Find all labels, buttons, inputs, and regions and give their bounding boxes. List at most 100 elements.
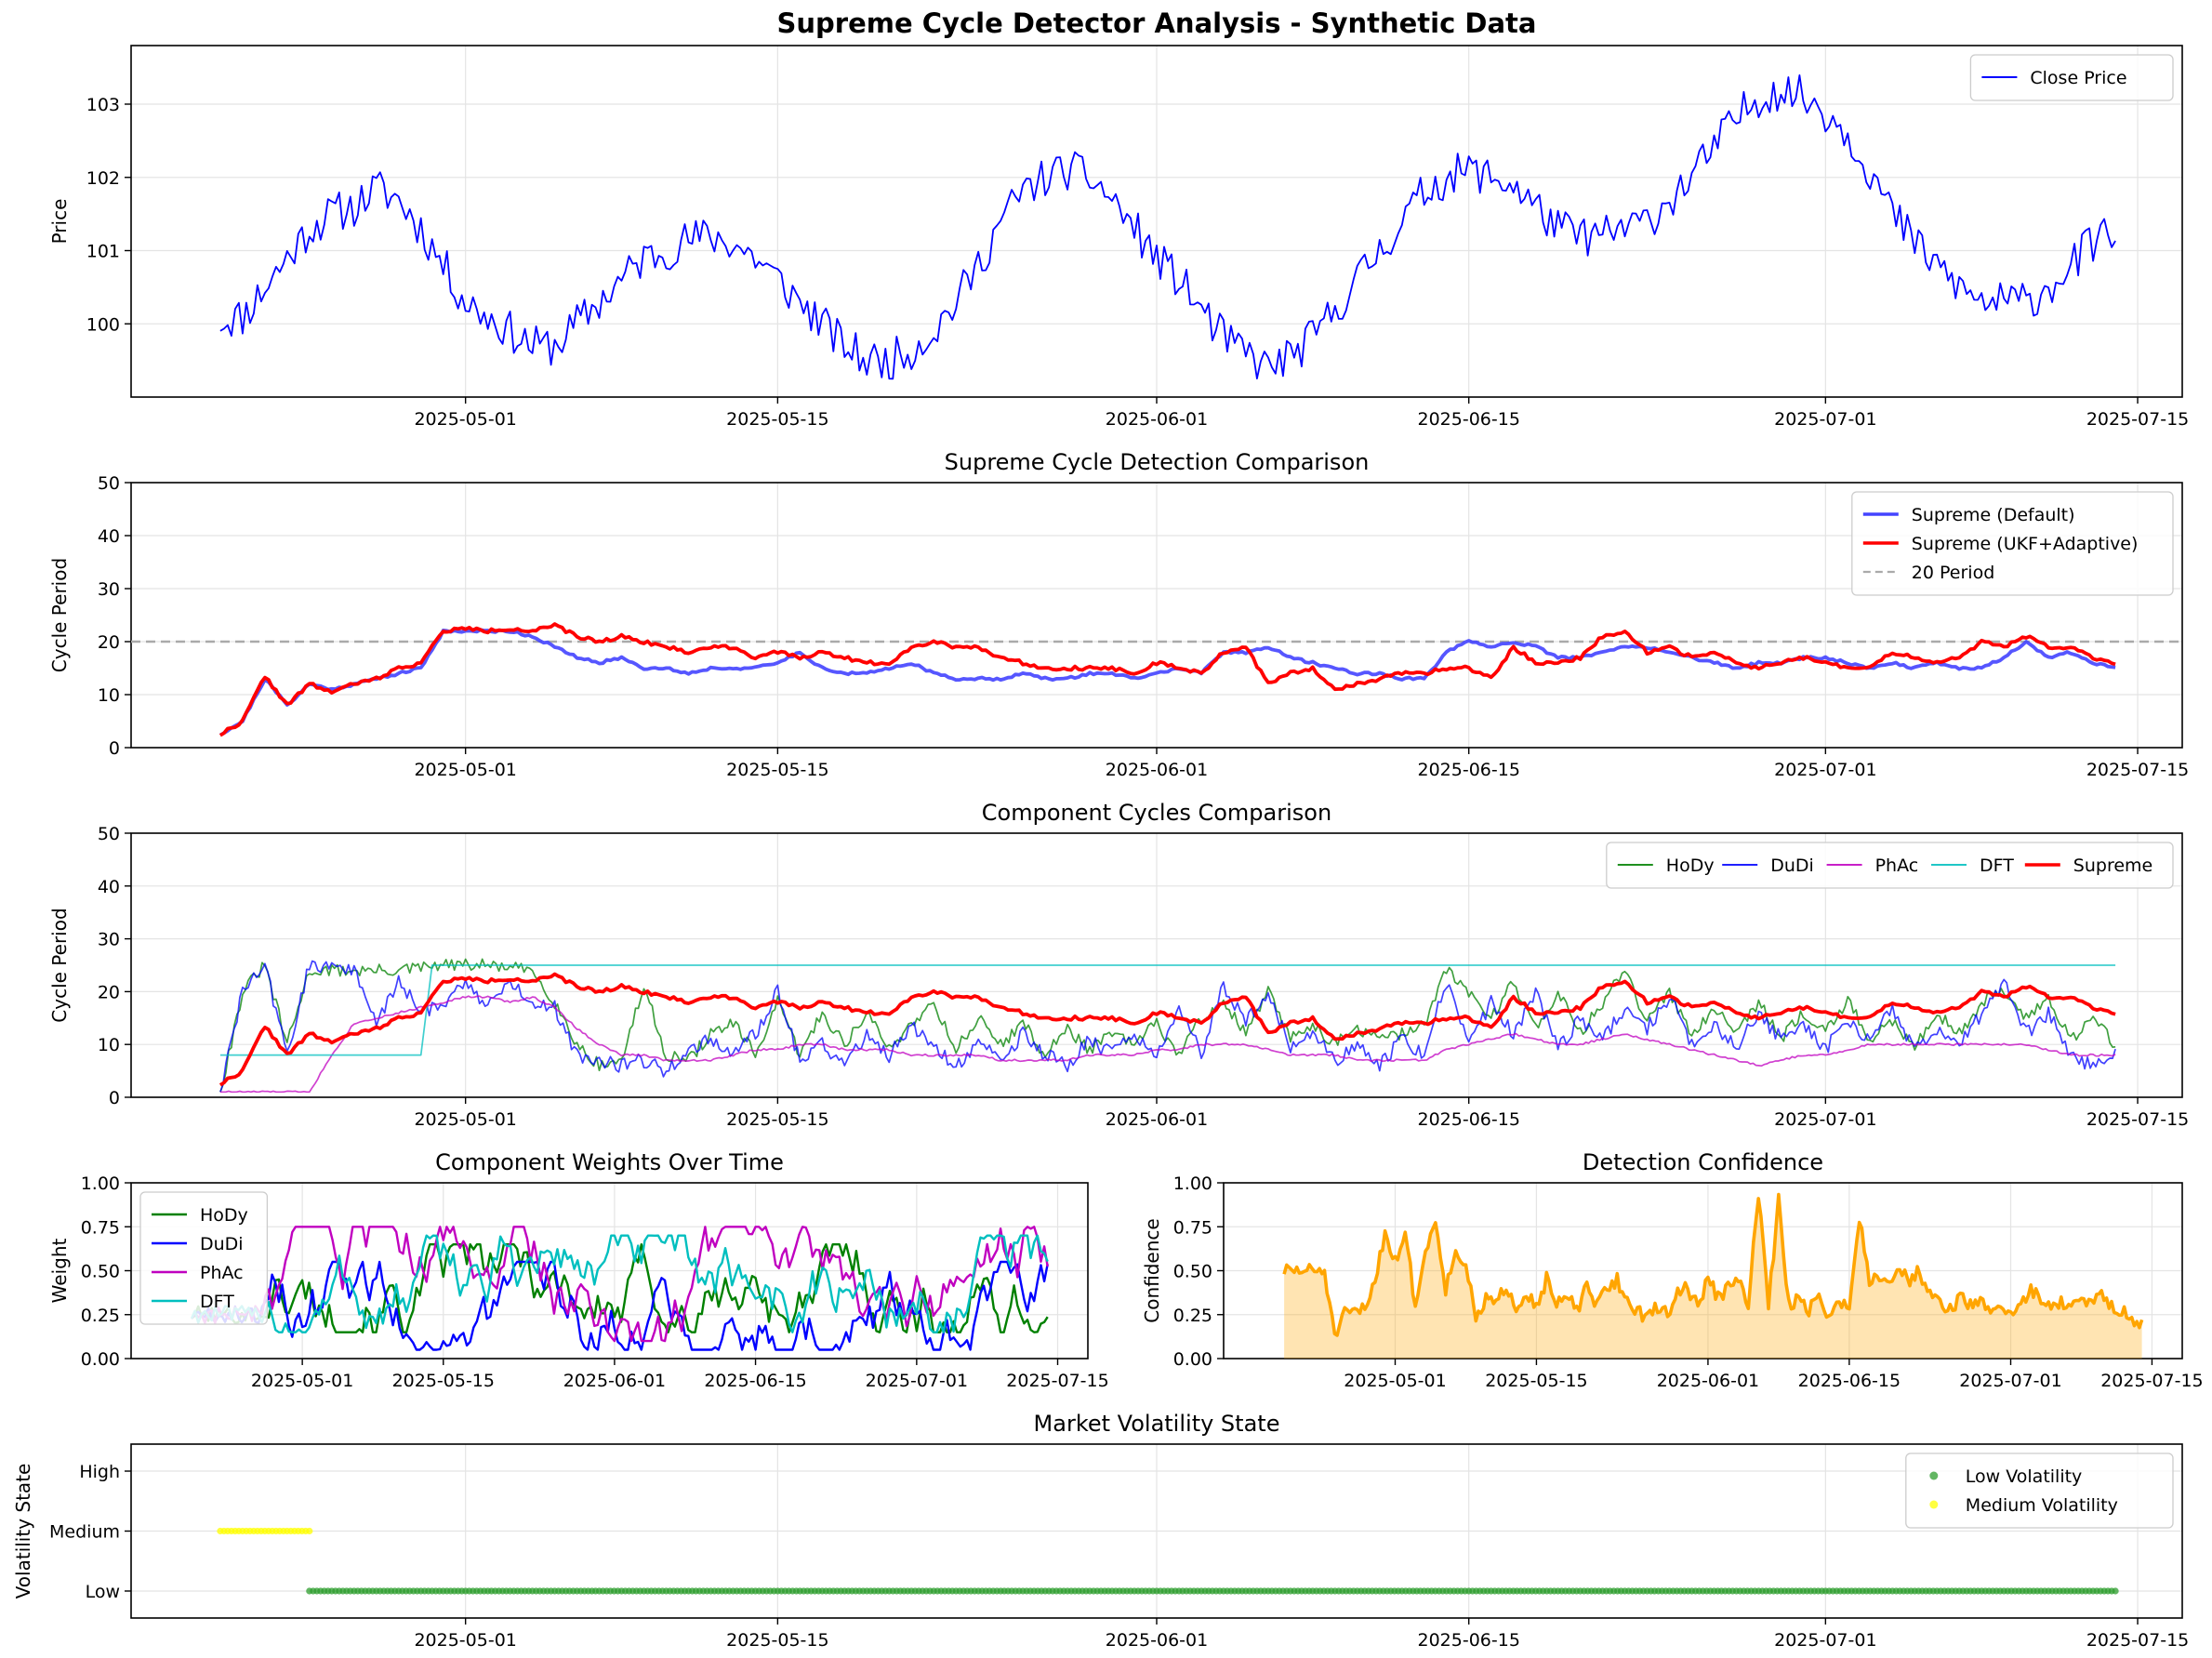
legend-marker: [1929, 1471, 1939, 1480]
x-tick-label: 2025-05-15: [1485, 1371, 1587, 1391]
legend-label: DFT: [1980, 856, 2014, 876]
legend: Low Volatility Medium Volatility: [1905, 1452, 2174, 1529]
x-tick-label: 2025-07-01: [1774, 409, 1876, 430]
x-tick-label: 2025-07-01: [1774, 760, 1876, 780]
volatility-point: [306, 1527, 313, 1535]
component-line-dft: [219, 964, 2116, 1056]
y-tick-label: Low: [86, 1582, 120, 1602]
x-tick-label: 2025-05-15: [726, 1630, 828, 1651]
y-tick-label: 10: [98, 1035, 120, 1055]
component-line-hody: [219, 958, 2116, 1093]
y-tick-label: 50: [98, 473, 120, 494]
y-axis-ticks: 0 10 20 30 40 50: [98, 824, 131, 1108]
x-tick-label: 2025-06-01: [1106, 409, 1208, 430]
chart-title: Supreme Cycle Detection Comparison: [945, 449, 1370, 475]
y-tick-label: 0.25: [1173, 1306, 1212, 1326]
detection-confidence-panel: 2025-05-01 2025-05-15 2025-06-01 2025-06-15…: [1141, 1149, 2204, 1391]
x-tick-label: 2025-06-15: [1798, 1371, 1901, 1391]
grid-lines: [131, 46, 2182, 397]
legend-frame: [1905, 1452, 2174, 1529]
x-axis-ticks: 2025-05-01 2025-05-15 2025-06-01 2025-06-15…: [414, 1618, 2189, 1651]
x-axis-ticks: 2025-05-01 2025-05-15 2025-06-01 2025-06-15…: [1344, 1359, 2204, 1391]
y-tick-label: 102: [86, 168, 120, 189]
component-weights-panel: 2025-05-01 2025-05-15 2025-06-01 2025-06-15…: [48, 1149, 1109, 1391]
y-tick-label: 30: [98, 930, 120, 950]
legend-label: 20 Period: [1912, 563, 1994, 583]
volatility-point: [2112, 1587, 2119, 1595]
y-tick-label: 0.75: [81, 1217, 120, 1238]
y-tick-label: 0.75: [1173, 1217, 1212, 1238]
y-tick-label: 40: [98, 526, 120, 547]
y-tick-label: High: [79, 1462, 120, 1482]
legend: Close Price: [1969, 54, 2174, 101]
x-tick-label: 2025-06-01: [563, 1371, 666, 1391]
y-axis-label: Volatility State: [12, 1464, 34, 1599]
y-axis-ticks: 0 10 20 30 40 50: [98, 473, 131, 759]
legend-label: DFT: [200, 1292, 234, 1312]
x-tick-label: 2025-06-01: [1106, 1109, 1208, 1130]
cycle-comparison-panel: 2025-05-01 2025-05-15 2025-06-01 2025-06-15…: [48, 449, 2189, 780]
x-tick-label: 2025-05-01: [414, 1630, 516, 1651]
legend-frame: [1851, 491, 2174, 596]
x-tick-label: 2025-05-15: [726, 409, 828, 430]
component-cycles-panel: 2025-05-01 2025-05-15 2025-06-01 2025-06-15…: [48, 800, 2189, 1130]
legend-marker: [1929, 1500, 1939, 1509]
supreme-default-line: [219, 628, 2116, 737]
legend: HoDy DuDi PhAc DFT Supreme: [1606, 842, 2174, 889]
y-tick-label: 103: [86, 95, 120, 115]
x-axis-ticks: 2025-05-01 2025-05-15 2025-06-01 2025-06-15…: [251, 1359, 1109, 1391]
legend-label: Supreme (UKF+Adaptive): [1912, 534, 2139, 554]
y-tick-label: 1.00: [81, 1174, 120, 1194]
x-tick-label: 2025-05-01: [414, 409, 516, 430]
x-tick-label: 2025-07-15: [2100, 1371, 2203, 1391]
x-tick-label: 2025-07-01: [1774, 1630, 1876, 1651]
volatility-points-medium: [217, 1527, 313, 1535]
legend-label: Low Volatility: [1966, 1466, 2083, 1487]
legend-label: DuDi: [1770, 856, 1814, 876]
close-price-line: [219, 74, 2116, 380]
y-axis-label: Weight: [48, 1239, 71, 1304]
y-tick-label: 0.00: [1173, 1349, 1212, 1370]
confidence-area: [1284, 1194, 2142, 1359]
chart-title: Supreme Cycle Detector Analysis - Synthe…: [777, 7, 1537, 39]
y-axis-ticks: Low Medium High: [49, 1462, 131, 1602]
y-tick-label: 0.50: [81, 1262, 120, 1282]
y-axis-label: Confidence: [1141, 1218, 1163, 1322]
legend-label: DuDi: [200, 1234, 244, 1254]
weight-line-phac: [190, 1226, 1049, 1343]
volatility-state-panel: 2025-05-01 2025-05-15 2025-06-01 2025-06-15…: [12, 1411, 2189, 1651]
y-tick-label: 101: [86, 242, 120, 262]
component-line-dudi: [219, 960, 2116, 1093]
x-tick-label: 2025-05-01: [414, 1109, 516, 1130]
x-tick-label: 2025-05-15: [392, 1371, 495, 1391]
y-tick-label: 20: [98, 982, 120, 1002]
x-axis-ticks: 2025-05-01 2025-05-15 2025-06-01 2025-06-15…: [414, 397, 2189, 430]
legend-label: Close Price: [2030, 68, 2126, 88]
x-tick-label: 2025-06-01: [1657, 1371, 1759, 1391]
x-axis-ticks: 2025-05-01 2025-05-15 2025-06-01 2025-06-15…: [414, 1097, 2189, 1130]
x-tick-label: 2025-06-15: [1417, 409, 1519, 430]
legend-frame: [1606, 842, 2174, 889]
y-axis-label: Cycle Period: [48, 558, 71, 672]
legend: Supreme (Default) Supreme (UKF+Adaptive) 2…: [1851, 491, 2174, 596]
x-tick-label: 2025-06-15: [704, 1371, 806, 1391]
x-tick-label: 2025-05-01: [1344, 1371, 1446, 1391]
legend-frame: [1969, 54, 2174, 101]
y-tick-label: 1.00: [1173, 1174, 1212, 1194]
chart-title: Market Volatility State: [1034, 1411, 1280, 1437]
x-tick-label: 2025-07-15: [1006, 1371, 1108, 1391]
volatility-points-low: [306, 1587, 2119, 1595]
y-tick-label: 0.50: [1173, 1262, 1212, 1282]
x-tick-label: 2025-06-15: [1417, 760, 1519, 780]
y-tick-label: 10: [98, 685, 120, 706]
x-tick-label: 2025-05-01: [251, 1371, 353, 1391]
legend-label: PhAc: [1875, 856, 1919, 876]
x-axis-ticks: 2025-05-01 2025-05-15 2025-06-01 2025-06-15…: [414, 748, 2189, 780]
y-tick-label: Medium: [49, 1522, 120, 1543]
legend-label: HoDy: [1666, 856, 1715, 876]
x-tick-label: 2025-07-15: [2086, 760, 2189, 780]
x-tick-label: 2025-07-01: [1959, 1371, 2061, 1391]
y-axis-ticks: 0.00 0.25 0.50 0.75 1.00: [81, 1174, 131, 1370]
x-tick-label: 2025-06-01: [1106, 760, 1208, 780]
